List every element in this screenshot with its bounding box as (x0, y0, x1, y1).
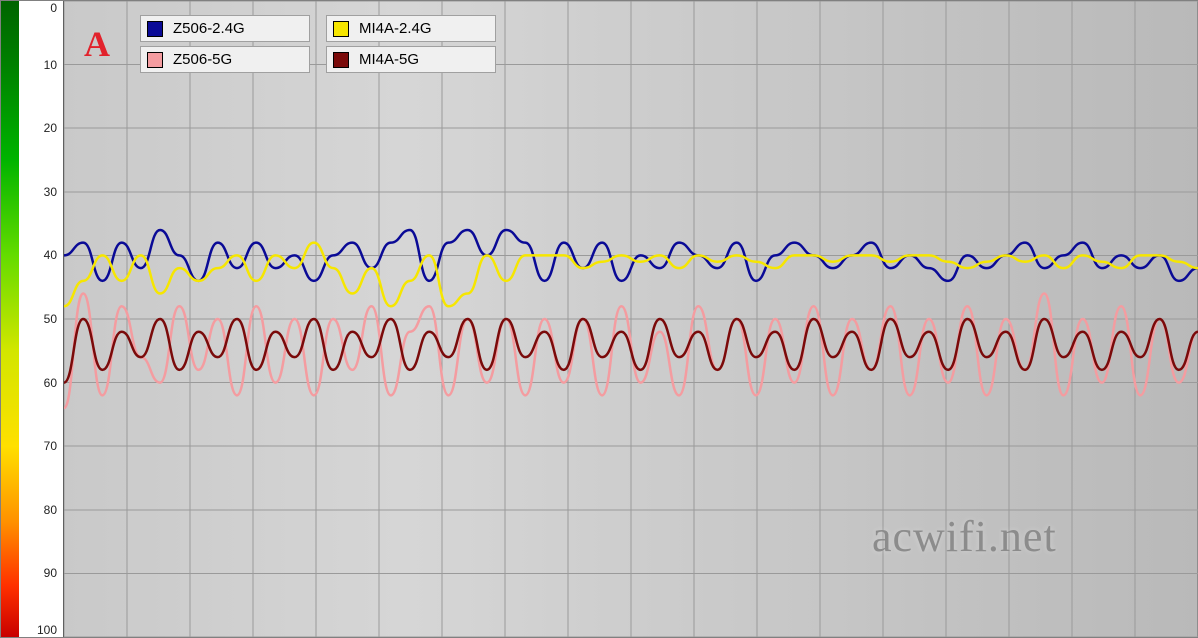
legend-label: MI4A-5G (359, 51, 419, 68)
legend-swatch (333, 52, 349, 68)
y-tick-label: 80 (44, 503, 57, 517)
legend-label: MI4A-2.4G (359, 20, 432, 37)
legend-swatch (147, 21, 163, 37)
y-tick-label: 30 (44, 185, 57, 199)
y-tick-label: 10 (44, 58, 57, 72)
y-tick-label: 90 (44, 566, 57, 580)
y-axis: 0 10 20 30 40 50 60 70 80 90 100 (19, 1, 63, 637)
plot-area: A Z506-2.4G Z506-5G MI4A-2.4G MI4A-5G acwif… (63, 1, 1197, 637)
legend-swatch (147, 52, 163, 68)
legend-column: MI4A-2.4G MI4A-5G (326, 15, 496, 73)
colorbar-svg (1, 1, 19, 637)
legend-column: Z506-2.4G Z506-5G (140, 15, 310, 73)
legend-label: Z506-2.4G (173, 20, 245, 37)
y-tick-label: 0 (50, 1, 57, 15)
location-label: A (84, 23, 110, 65)
legend-item: Z506-5G (140, 46, 310, 73)
legend-swatch (333, 21, 349, 37)
y-tick-label: 100 (37, 623, 57, 637)
watermark: acwifi.net (872, 511, 1057, 562)
y-tick-label: 40 (44, 248, 57, 262)
legend: Z506-2.4G Z506-5G MI4A-2.4G MI4A-5G (140, 15, 496, 73)
legend-item: Z506-2.4G (140, 15, 310, 42)
y-tick-label: 60 (44, 376, 57, 390)
legend-item: MI4A-5G (326, 46, 496, 73)
y-tick-label: 50 (44, 312, 57, 326)
legend-label: Z506-5G (173, 51, 232, 68)
y-tick-label: 20 (44, 121, 57, 135)
legend-item: MI4A-2.4G (326, 15, 496, 42)
chart-root: 0 10 20 30 40 50 60 70 80 90 100 A Z506-2.4G Z506-5… (0, 0, 1198, 638)
y-tick-label: 70 (44, 439, 57, 453)
signal-strength-colorbar (1, 1, 19, 637)
